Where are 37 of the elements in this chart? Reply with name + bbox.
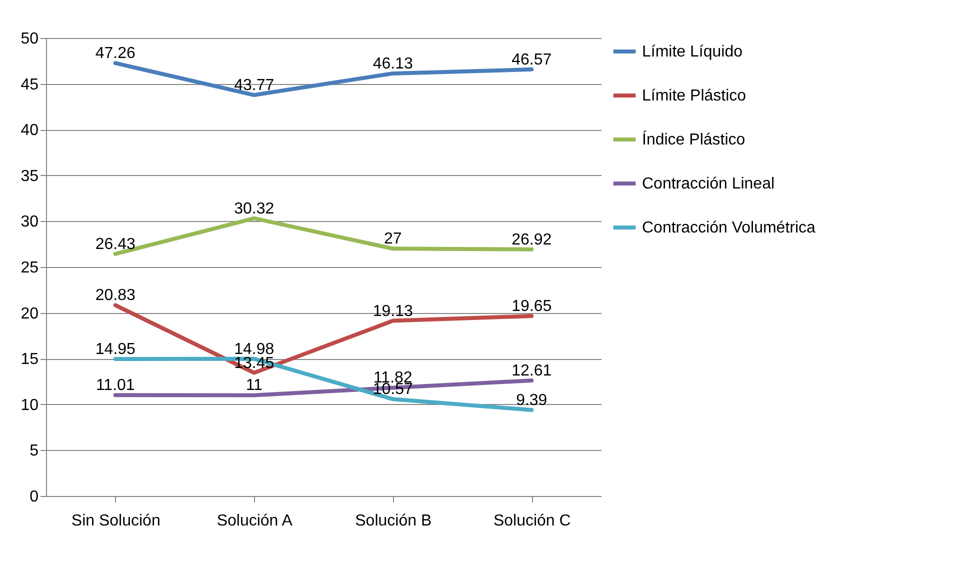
data-label: 19.65 bbox=[512, 298, 552, 316]
x-tick-label: Solución B bbox=[355, 512, 432, 530]
legend-label: Índice Plástico bbox=[642, 130, 746, 148]
data-label: 11.01 bbox=[96, 377, 135, 394]
x-tick-label: Solución C bbox=[493, 512, 571, 530]
data-label: 26.92 bbox=[512, 231, 552, 248]
data-label: 14.95 bbox=[95, 341, 136, 358]
legend-label: Contracción Volumétrica bbox=[642, 220, 816, 236]
x-tick-label: Solución A bbox=[216, 512, 293, 530]
data-label: 11 bbox=[246, 377, 263, 394]
y-tick-label: 5 bbox=[30, 442, 39, 460]
y-tick-label: 25 bbox=[20, 260, 39, 276]
y-tick-label: 45 bbox=[20, 76, 39, 94]
data-label: 47.26 bbox=[95, 45, 136, 62]
data-label: 30.32 bbox=[234, 200, 274, 218]
y-tick-label: 30 bbox=[20, 214, 39, 231]
data-label: 43.77 bbox=[234, 77, 274, 94]
legend-label: Contracción Lineal bbox=[642, 176, 775, 192]
y-tick-label: 40 bbox=[20, 122, 39, 140]
x-tick-label: Sin Solución bbox=[71, 512, 160, 530]
y-tick-label: 0 bbox=[30, 488, 39, 506]
data-label: 12.61 bbox=[512, 362, 552, 380]
data-label: 46.57 bbox=[512, 51, 552, 68]
y-tick-label: 50 bbox=[20, 30, 39, 48]
data-label: 19.13 bbox=[372, 302, 413, 320]
legend-label: Límite Líquido bbox=[642, 44, 743, 60]
y-tick-label: 15 bbox=[20, 351, 39, 368]
data-label: 9.39 bbox=[516, 392, 548, 409]
data-label: 46.13 bbox=[372, 55, 413, 72]
legend-label: Límite Plástico bbox=[642, 88, 746, 104]
y-tick-label: 20 bbox=[20, 305, 39, 322]
data-label: 27 bbox=[384, 230, 402, 248]
y-tick-label: 10 bbox=[20, 396, 39, 414]
data-label: 26.43 bbox=[95, 236, 136, 253]
data-label: 14.98 bbox=[234, 340, 274, 358]
y-tick-label: 35 bbox=[20, 168, 39, 185]
data-label: 20.83 bbox=[95, 287, 136, 304]
